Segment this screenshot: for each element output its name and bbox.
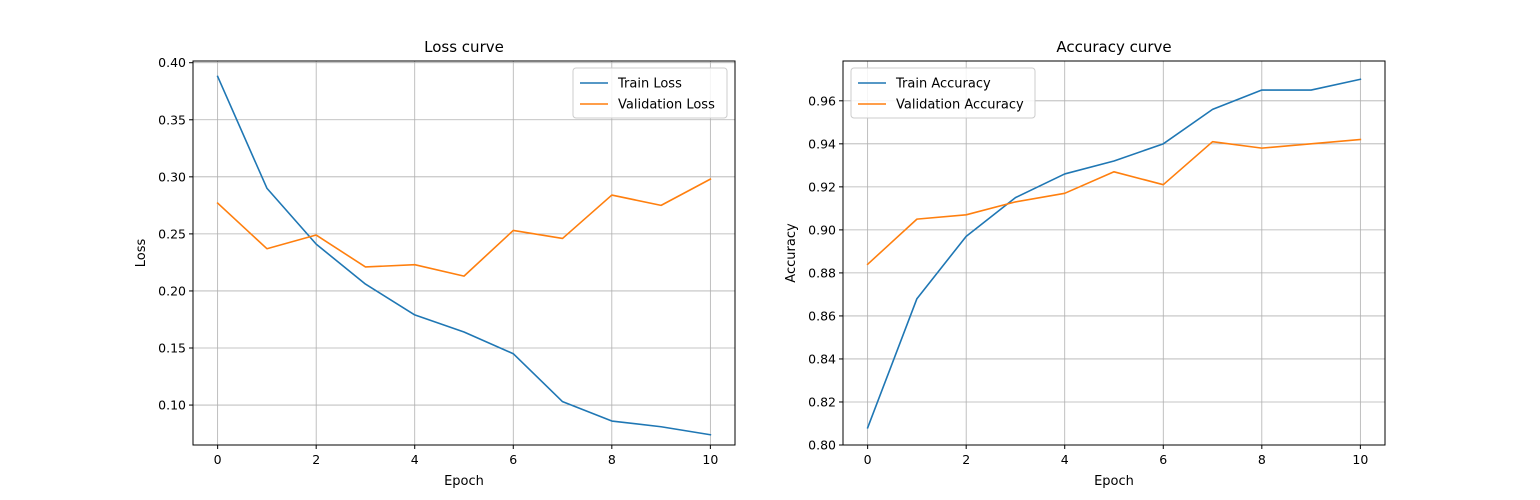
accuracy-legend-label-train-accuracy: Train Accuracy — [895, 77, 991, 92]
loss-series-train-loss-point — [265, 187, 268, 190]
loss-series-validation-loss-point — [315, 234, 318, 237]
accuracy-series-train-accuracy-point — [1014, 196, 1017, 199]
accuracy-legend-label-validation-accuracy: Validation Accuracy — [896, 98, 1024, 113]
accuracy-series-validation-accuracy-point — [1014, 200, 1017, 203]
loss-x-tick-label: 10 — [702, 452, 718, 467]
accuracy-y-tick-label: 0.80 — [808, 438, 836, 453]
accuracy-series-train-accuracy-point — [1359, 78, 1362, 81]
loss-x-tick-label: 6 — [509, 452, 517, 467]
loss-series-validation-loss-point — [364, 265, 367, 268]
accuracy-y-tick-label: 0.86 — [808, 308, 836, 323]
accuracy-series-train-accuracy-point — [866, 426, 869, 429]
loss-series-validation-loss-point — [660, 204, 663, 207]
accuracy-series-train-accuracy-line — [866, 78, 1362, 429]
accuracy-series-train-accuracy-point — [1310, 89, 1313, 92]
accuracy-y-tick-label: 0.84 — [808, 351, 836, 366]
loss-legend-box — [572, 67, 728, 119]
accuracy-series-validation-accuracy-point — [915, 218, 918, 221]
accuracy-x-tick-label: 10 — [1352, 452, 1368, 467]
accuracy-series-validation-accuracy-point — [1260, 147, 1263, 150]
loss-y-tick-label: 0.25 — [158, 226, 186, 241]
accuracy-x-tick-label: 4 — [1061, 452, 1069, 467]
loss-x-axis-label: Epoch — [444, 474, 484, 489]
accuracy-series-train-accuracy-point — [1211, 108, 1214, 111]
loss-series-validation-loss-point — [413, 263, 416, 266]
loss-series-train-loss-point — [610, 420, 613, 423]
loss-chart: 0 2 4 6 8 10 0.10 0.15 0.20 0.25 0.30 0.35 0.40 Loss… — [134, 38, 736, 489]
loss-x-tick-label: 2 — [312, 452, 320, 467]
loss-series-train-loss-point — [709, 433, 712, 436]
accuracy-y-tick-label: 0.92 — [808, 179, 836, 194]
accuracy-y-tick-label: 0.82 — [808, 394, 836, 409]
loss-series-validation-loss-point — [610, 194, 613, 197]
accuracy-series-validation-accuracy-line — [866, 138, 1362, 266]
loss-series-train-loss-point — [413, 313, 416, 316]
loss-series-validation-loss-point — [216, 202, 219, 205]
loss-x-tick-label: 0 — [214, 452, 222, 467]
accuracy-series-train-accuracy-point — [1260, 89, 1263, 92]
loss-series-train-loss-point — [660, 425, 663, 428]
accuracy-series-validation-accuracy-point — [1359, 138, 1362, 141]
loss-series-validation-loss-point — [463, 275, 466, 278]
loss-series-train-loss-line — [216, 75, 712, 436]
accuracy-series-train-accuracy-point — [965, 235, 968, 238]
accuracy-y-tick-label: 0.94 — [808, 136, 836, 151]
accuracy-x-tick-label: 6 — [1159, 452, 1167, 467]
loss-y-tick-label: 0.15 — [158, 341, 186, 356]
loss-legend-label-validation-loss: Validation Loss — [618, 98, 715, 113]
accuracy-axes-frame — [842, 60, 1386, 446]
loss-chart-title: Loss curve — [424, 38, 504, 56]
accuracy-x-axis-label: Epoch — [1094, 474, 1134, 489]
accuracy-series-validation-accuracy-point — [1211, 140, 1214, 143]
accuracy-legend: Train Accuracy Validation Accuracy — [850, 67, 1036, 119]
loss-series-validation-loss-point — [512, 229, 515, 232]
accuracy-y-axis-label: Accuracy — [784, 223, 799, 283]
accuracy-series-train-accuracy-point — [1162, 142, 1165, 145]
accuracy-chart: 0 2 4 6 8 10 0.80 0.82 0.84 0.86 0.88 0.90 0.92 0.94 0… — [784, 38, 1386, 489]
loss-y-tick-label: 0.40 — [158, 55, 186, 70]
loss-x-tick-label: 4 — [411, 452, 419, 467]
loss-series-train-loss-point — [216, 75, 219, 78]
accuracy-chart-title: Accuracy curve — [1056, 38, 1171, 56]
accuracy-x-tick-label: 8 — [1258, 452, 1266, 467]
accuracy-series-train-accuracy-point — [1113, 160, 1116, 163]
loss-axes-frame — [192, 60, 736, 446]
loss-legend-label-train-loss: Train Loss — [617, 77, 682, 92]
loss-series-train-loss-point — [315, 243, 318, 246]
loss-series-validation-loss-line — [216, 178, 712, 277]
loss-y-tick-label: 0.20 — [158, 283, 186, 298]
loss-series-validation-loss-point — [709, 178, 712, 181]
loss-series-train-loss-point — [512, 352, 515, 355]
loss-series-train-loss-point — [364, 283, 367, 286]
loss-x-tick-label: 8 — [608, 452, 616, 467]
accuracy-y-tick-label: 0.88 — [808, 265, 836, 280]
accuracy-x-tick-label: 0 — [864, 452, 872, 467]
loss-series-train-loss-point — [561, 400, 564, 403]
loss-y-tick-label: 0.10 — [158, 398, 186, 413]
loss-series-train-loss-point — [463, 331, 466, 334]
accuracy-series-validation-accuracy-point — [866, 263, 869, 266]
accuracy-series-validation-accuracy-point — [1310, 142, 1313, 145]
accuracy-x-tick-label: 2 — [962, 452, 970, 467]
accuracy-legend-box — [850, 67, 1036, 119]
accuracy-series-train-accuracy-point — [915, 297, 918, 300]
accuracy-y-tick-label: 0.90 — [808, 222, 836, 237]
loss-y-tick-label: 0.30 — [158, 169, 186, 184]
loss-series-validation-loss-point — [265, 247, 268, 250]
accuracy-series-train-accuracy-point — [1063, 172, 1066, 175]
accuracy-series-validation-accuracy-point — [1113, 170, 1116, 173]
accuracy-series-validation-accuracy-point — [1063, 192, 1066, 195]
loss-legend: Train Loss Validation Loss — [572, 67, 728, 119]
accuracy-series-validation-accuracy-point — [1162, 183, 1165, 186]
loss-series-validation-loss-point — [561, 237, 564, 240]
accuracy-series-validation-accuracy-point — [965, 213, 968, 216]
loss-y-tick-label: 0.35 — [158, 112, 186, 127]
accuracy-y-tick-label: 0.96 — [808, 93, 836, 108]
loss-y-axis-label: Loss — [134, 239, 149, 268]
